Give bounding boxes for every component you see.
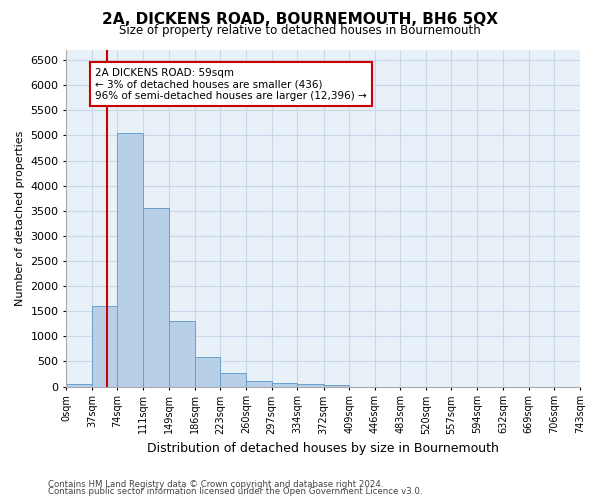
Bar [169, 321, 195, 386]
Bar [297, 384, 323, 386]
Text: Contains public sector information licensed under the Open Government Licence v3: Contains public sector information licen… [48, 487, 422, 496]
Bar [272, 382, 297, 386]
Bar [246, 381, 272, 386]
Bar [67, 384, 92, 386]
Bar [195, 357, 220, 386]
Bar [323, 385, 349, 386]
Y-axis label: Number of detached properties: Number of detached properties [15, 130, 25, 306]
X-axis label: Distribution of detached houses by size in Bournemouth: Distribution of detached houses by size … [147, 442, 499, 455]
Bar [92, 306, 118, 386]
Text: 2A, DICKENS ROAD, BOURNEMOUTH, BH6 5QX: 2A, DICKENS ROAD, BOURNEMOUTH, BH6 5QX [102, 12, 498, 28]
Text: Size of property relative to detached houses in Bournemouth: Size of property relative to detached ho… [119, 24, 481, 37]
Bar [143, 208, 169, 386]
Bar [220, 373, 246, 386]
Bar [118, 133, 143, 386]
Text: 2A DICKENS ROAD: 59sqm
← 3% of detached houses are smaller (436)
96% of semi-det: 2A DICKENS ROAD: 59sqm ← 3% of detached … [95, 68, 367, 101]
Text: Contains HM Land Registry data © Crown copyright and database right 2024.: Contains HM Land Registry data © Crown c… [48, 480, 383, 489]
